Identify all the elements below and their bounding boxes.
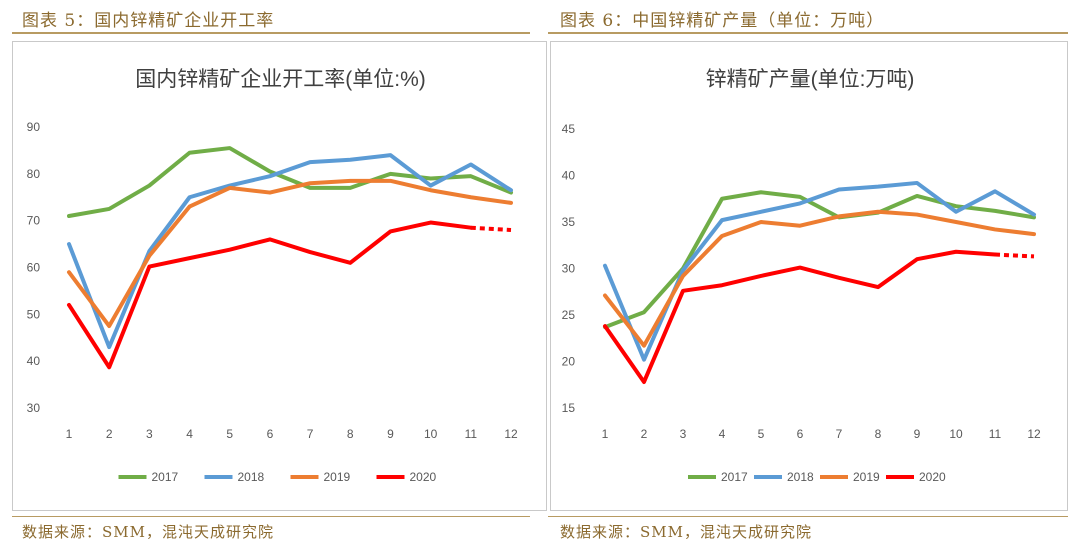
chart-0-xtick: 7: [307, 427, 314, 441]
chart-1-series-2020-dashed-line: [994, 252, 1035, 259]
chart-1-series-2019-line: [603, 209, 1036, 348]
chart-0-ytick: 40: [27, 354, 41, 368]
chart-0-ytick: 60: [27, 261, 41, 275]
chart-1-xtick: 2: [641, 427, 648, 441]
chart-1-xtick: 7: [836, 427, 843, 441]
chart-1-legend-label-2019: 2019: [853, 470, 880, 484]
chart-1-series-2020-line: [603, 249, 997, 384]
chart-0-ytick: 30: [27, 401, 41, 415]
chart-1-ytick: 20: [562, 355, 576, 369]
title-rule-right: [548, 32, 1068, 34]
chart-0-xtick: 11: [465, 427, 478, 441]
chart-0-series-2019-line: [67, 178, 513, 329]
chart-panel-left: 国内锌精矿企业开工率(单位:%) 30 40 50 60 70 80 90 1 2 3 4 5 6 7 8 9 1…: [12, 41, 547, 511]
chart-0-series-2020-dashed-line: [470, 225, 512, 233]
chart-0-series-2020-line: [67, 220, 473, 370]
chart-1-ytick: 40: [562, 169, 576, 183]
chart-0-series-2017-line: [67, 146, 513, 218]
chart-0-xtick: 3: [146, 427, 153, 441]
chart-1-legend-label-2020: 2020: [919, 470, 946, 484]
chart-1-xtick: 3: [680, 427, 687, 441]
source-rule-left: [12, 516, 530, 517]
chart-1-title: 锌精矿产量(单位:万吨): [706, 68, 915, 91]
chart-1-xtick: 6: [797, 427, 804, 441]
source-rule-right: [548, 516, 1068, 517]
chart-1-ytick: 45: [562, 122, 576, 136]
chart-1-xtick: 8: [875, 427, 882, 441]
chart-1-ytick: 35: [562, 215, 576, 229]
chart-1-xtick: 1: [602, 427, 609, 441]
chart-1-xtick: 5: [758, 427, 765, 441]
chart-0-xtick: 4: [186, 427, 193, 441]
chart-0-title: 国内锌精矿企业开工率(单位:%): [135, 68, 426, 91]
chart-0-xtick: 10: [424, 427, 438, 441]
chart-1-xtick: 12: [1027, 427, 1041, 441]
chart-0-xtick: 5: [226, 427, 233, 441]
chart-1-legend-label-2018: 2018: [787, 470, 814, 484]
chart-0-series-2018-line: [67, 153, 513, 350]
chart-0-legend-label-2019: 2019: [324, 470, 351, 484]
chart-1-xtick: 9: [914, 427, 921, 441]
figure-title-left: 图表 5：国内锌精矿企业开工率: [22, 11, 275, 31]
chart-1-xtick: 4: [719, 427, 726, 441]
chart-1-series-2017-line: [603, 190, 1036, 330]
chart-0-legend-label-2020: 2020: [410, 470, 437, 484]
chart-0-ytick: 70: [27, 214, 41, 228]
chart-1-ytick: 30: [562, 262, 576, 276]
chart-0-ytick: 50: [27, 307, 41, 321]
chart-0-legend-label-2018: 2018: [238, 470, 265, 484]
chart-0-xtick: 8: [347, 427, 354, 441]
chart-1-xtick: 10: [949, 427, 963, 441]
source-left: 数据来源：SMM，混沌天成研究院: [22, 523, 274, 541]
chart-1-legend-label-2017: 2017: [721, 470, 748, 484]
chart-1-ytick: 25: [562, 308, 576, 322]
chart-0-xtick: 9: [387, 427, 394, 441]
chart-1-ytick: 15: [562, 401, 576, 415]
figure-title-right: 图表 6：中国锌精矿产量（单位：万吨）: [560, 11, 885, 31]
chart-0-ytick: 80: [27, 167, 41, 181]
chart-1-xtick: 11: [989, 427, 1002, 441]
chart-panel-right: 锌精矿产量(单位:万吨) 15 20 25 30 35 40 45 1 2 3 4 5 6 7 8 9 10 11 1…: [550, 41, 1068, 511]
chart-0-xtick: 6: [267, 427, 274, 441]
chart-0-xtick: 1: [66, 427, 73, 441]
chart-0-xtick: 12: [504, 427, 518, 441]
chart-0-ytick: 90: [27, 120, 41, 134]
title-rule-left: [12, 32, 530, 34]
chart-0-legend-label-2017: 2017: [152, 470, 179, 484]
source-right: 数据来源：SMM，混沌天成研究院: [560, 523, 812, 541]
chart-0-xtick: 2: [106, 427, 113, 441]
